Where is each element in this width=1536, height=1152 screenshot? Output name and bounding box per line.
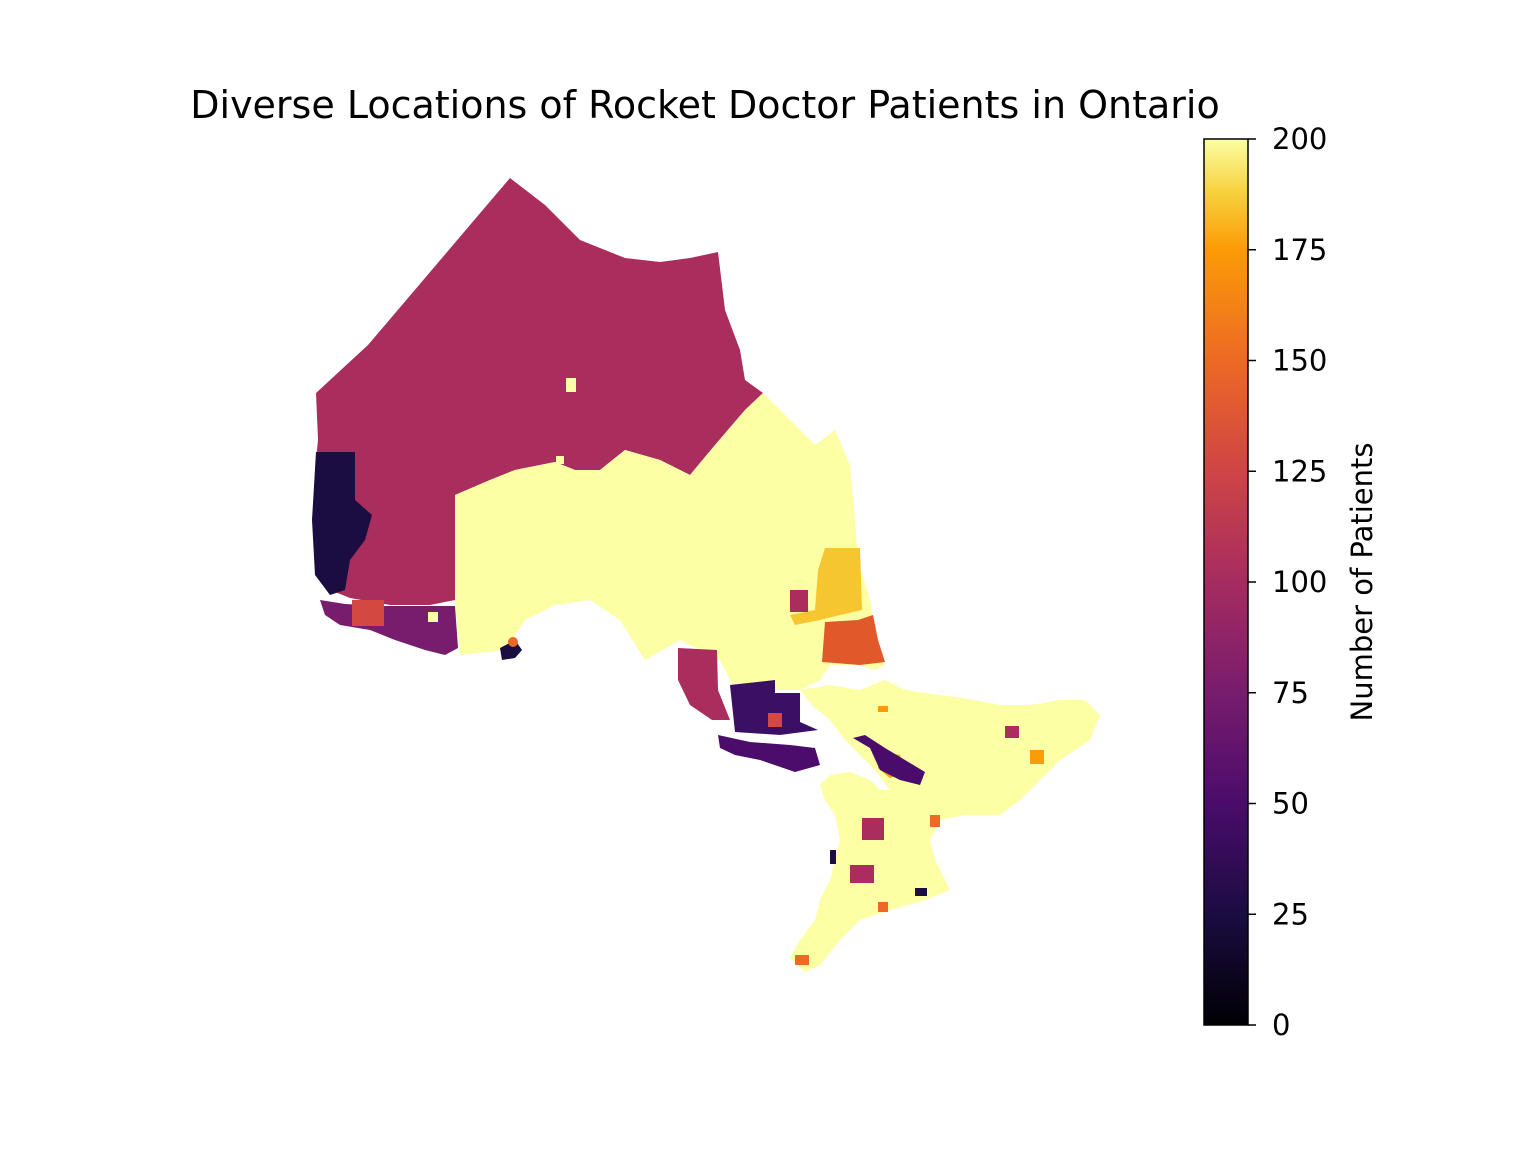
region-orange-block: [822, 615, 885, 665]
map-title: Diverse Locations of Rocket Doctor Patie…: [190, 83, 1220, 127]
colorbar-tick-label: 150: [1272, 344, 1327, 378]
region-south-magenta-3: [1005, 726, 1019, 738]
region-yellow-north-patch2: [556, 456, 564, 464]
region-muskoka-purple: [853, 735, 925, 785]
region-south-orange-2: [930, 815, 940, 827]
colorbar: 0 25 50 75 100 125 150 175 200 Number of Patient…: [1203, 122, 1379, 1042]
colorbar-tick-label: 0: [1272, 1008, 1290, 1042]
colorbar-tick-label: 125: [1272, 454, 1327, 488]
colorbar-tick-label: 200: [1272, 122, 1327, 156]
region-superior-orange: [508, 637, 518, 647]
region-south-magenta-2: [850, 865, 874, 883]
region-manitoulin: [718, 735, 820, 772]
region-south-orange-1: [1030, 750, 1044, 764]
region-algoma-magenta: [678, 648, 730, 720]
region-magenta-small: [790, 590, 808, 612]
colorbar-tick-label: 175: [1272, 233, 1327, 267]
region-rainy-river: [320, 600, 458, 655]
region-south-red-1: [768, 713, 782, 727]
region-far-north: [315, 178, 763, 605]
region-northwest-dark: [312, 452, 372, 595]
region-yellow-square: [428, 612, 438, 622]
region-south-magenta-1: [862, 818, 884, 840]
region-south-dark-1: [915, 888, 927, 896]
region-southern-ontario: [790, 680, 1100, 972]
colorbar-tick-label: 75: [1272, 676, 1309, 710]
colorbar-tick-label: 50: [1272, 787, 1309, 821]
colorbar-gradient: [1203, 138, 1249, 1026]
region-northeast: [455, 393, 885, 690]
ontario-map: [312, 178, 1100, 972]
region-south-dark-2: [830, 850, 836, 864]
region-east-orange: [878, 706, 888, 712]
colorbar-tick-label: 100: [1272, 565, 1327, 599]
region-south-orange-4: [795, 955, 809, 965]
colorbar-ticks: 0 25 50 75 100 125 150 175 200: [1248, 122, 1327, 1042]
region-south-orange-3: [878, 902, 888, 912]
region-red-block: [352, 600, 384, 626]
colorbar-label: Number of Patients: [1345, 443, 1379, 722]
region-sudbury-purple: [730, 680, 818, 735]
colorbar-tick-label: 25: [1272, 897, 1309, 931]
region-timiskaming-gold: [790, 548, 862, 625]
region-yellow-north-patch: [566, 378, 576, 392]
